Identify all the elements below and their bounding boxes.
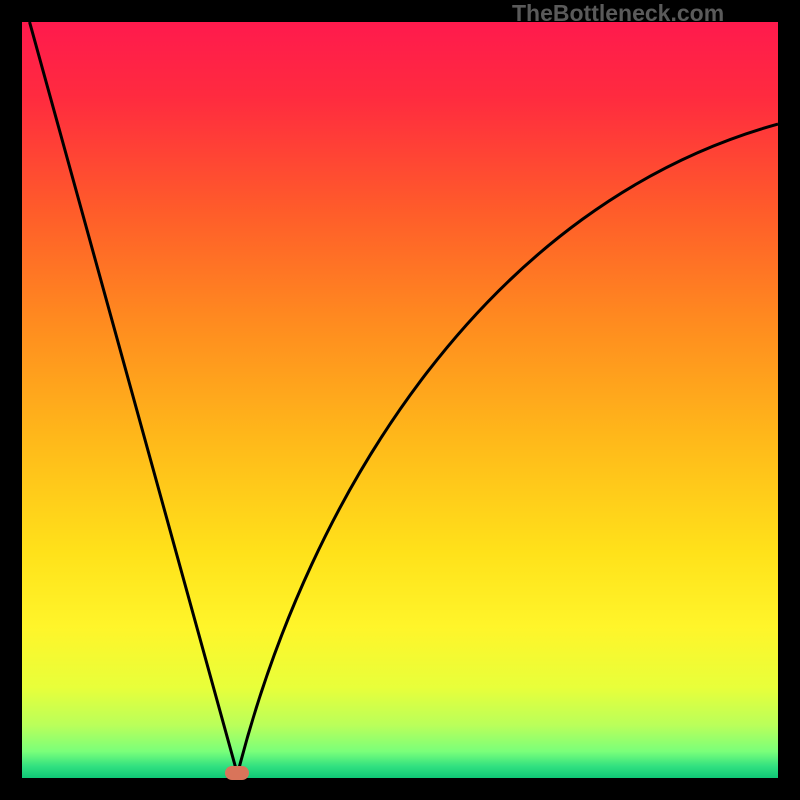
watermark-text: TheBottleneck.com [512, 0, 724, 27]
bottleneck-curve [22, 22, 778, 778]
optimal-marker [225, 766, 249, 780]
plot-area [22, 22, 778, 778]
curve-path [30, 22, 778, 774]
chart-container: TheBottleneck.com [0, 0, 800, 800]
